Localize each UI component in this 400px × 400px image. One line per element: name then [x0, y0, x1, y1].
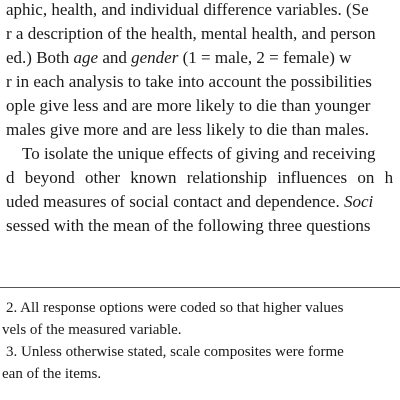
footnote-2-continuation: vels of the measured variable. [2, 322, 182, 338]
italic-term-gender: gender [131, 48, 179, 67]
text-line: uded measures of social contact and depe… [6, 192, 373, 212]
text-line: males give more and are less likely to d… [6, 120, 370, 139]
text-line: r in each analysis to take into account … [6, 72, 372, 91]
text-line: ed.) Both age and gender (1 = male, 2 = … [6, 48, 351, 68]
text-line: aphic, health, and individual difference… [6, 0, 369, 19]
paragraph-first-line: To isolate the unique effects of giving … [22, 144, 376, 163]
text-span: ed.) Both [6, 48, 74, 67]
text-span: and [98, 48, 132, 67]
footnote-3: 3. Unless otherwise stated, scale compos… [6, 344, 344, 360]
italic-term-social: Soci [343, 192, 374, 211]
text-span: (1 = male, 2 = female) w [178, 48, 352, 67]
text-line: r a description of the health, mental he… [6, 24, 376, 43]
footnote-separator [0, 287, 400, 288]
text-line: sessed with the mean of the following th… [6, 216, 371, 235]
text-span: uded measures of social contact and depe… [6, 192, 344, 211]
text-line: ople give less and are more likely to di… [6, 96, 371, 115]
text-line: d beyond other known relationship influe… [6, 168, 394, 187]
footnote-3-continuation: ean of the items. [2, 366, 102, 382]
italic-term-age: age [73, 48, 99, 67]
footnote-2: 2. All response options were coded so th… [6, 300, 344, 316]
